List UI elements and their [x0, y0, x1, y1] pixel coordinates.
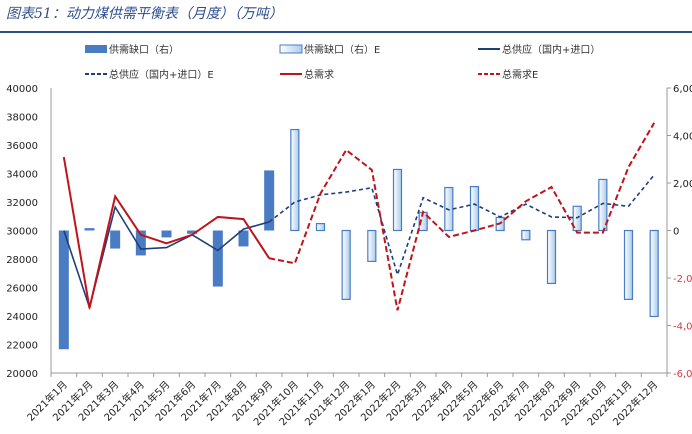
- gap-bar: [238, 230, 249, 247]
- demand-line: [62, 156, 271, 309]
- gap-bar-estimate: [623, 229, 634, 300]
- left-tick-label: 40000: [6, 84, 38, 95]
- gap-bar: [212, 230, 223, 287]
- supply-line: [63, 204, 270, 311]
- gap-bar: [161, 230, 172, 238]
- left-tick-label: 24000: [6, 312, 38, 323]
- right-tick-label: 6,000: [673, 84, 692, 95]
- supply-line-estimate: [268, 174, 655, 278]
- right-tick-label: -2,000: [673, 274, 692, 285]
- gap-bar-estimate: [341, 229, 351, 300]
- left-tick-label: 20000: [6, 369, 38, 380]
- right-tick-label: -6,000: [673, 369, 692, 380]
- title-divider: [0, 31, 692, 33]
- left-tick-label: 28000: [6, 255, 38, 266]
- legend-gap-estimate-label: 供需缺口（右）E: [304, 43, 380, 56]
- chart-title: 图表51：动力煤供需平衡表（月度）（万吨）: [6, 6, 283, 22]
- legend-gap-swatch: [85, 45, 107, 53]
- left-tick-label: 34000: [6, 170, 38, 181]
- gap-bar-estimate: [649, 229, 659, 318]
- legend-demand-label: 总需求: [304, 68, 334, 81]
- gap-bar-estimate: [521, 229, 531, 241]
- legend-supply-label: 总供应（国内+进口）: [502, 43, 600, 56]
- gap-bar: [84, 228, 95, 231]
- right-tick-label: 2,000: [673, 179, 692, 190]
- legend-supply-estimate-label: 总供应（国内+进口）E: [109, 68, 214, 81]
- right-tick-label: 0: [673, 227, 679, 238]
- gap-bar: [58, 230, 69, 350]
- gap-bar: [110, 230, 121, 249]
- gap-bar-estimate: [546, 229, 557, 285]
- left-tick-label: 32000: [6, 198, 38, 209]
- gap-bar: [264, 170, 275, 231]
- right-tick-label: -4,000: [673, 322, 692, 333]
- legend-demand-estimate-label: 总需求E: [502, 68, 538, 81]
- legend-gap-estimate-swatch: [279, 44, 303, 54]
- gap-bar: [135, 230, 146, 256]
- gap-bar-estimate: [290, 128, 300, 232]
- gap-bar-estimate: [392, 168, 403, 232]
- gap-bar-estimate: [367, 229, 377, 262]
- left-tick-label: 22000: [6, 341, 38, 352]
- left-tick-label: 36000: [6, 141, 38, 152]
- left-tick-label: 30000: [6, 227, 38, 238]
- gap-bar-estimate: [469, 185, 480, 232]
- left-tick-label: 38000: [6, 113, 38, 124]
- legend: 供需缺口（右） 供需缺口（右）E 总供应（国内+进口） 总供应（国内+进口）E 总需求 总…: [85, 43, 600, 81]
- right-tick-label: 4,000: [673, 132, 692, 143]
- demand-line-estimate: [268, 122, 656, 311]
- gap-bar-estimate: [315, 223, 326, 232]
- gap-bar: [187, 230, 198, 234]
- left-tick-label: 26000: [6, 284, 38, 295]
- legend-gap-label: 供需缺口（右）: [109, 43, 179, 56]
